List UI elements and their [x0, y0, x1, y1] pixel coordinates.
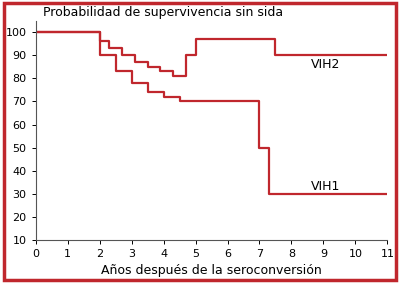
Text: Probabilidad de supervivencia sin sida: Probabilidad de supervivencia sin sida [43, 6, 283, 19]
Text: VIH2: VIH2 [311, 58, 340, 71]
X-axis label: Años después de la seroconversión: Años después de la seroconversión [101, 264, 322, 277]
Text: VIH1: VIH1 [311, 180, 340, 193]
